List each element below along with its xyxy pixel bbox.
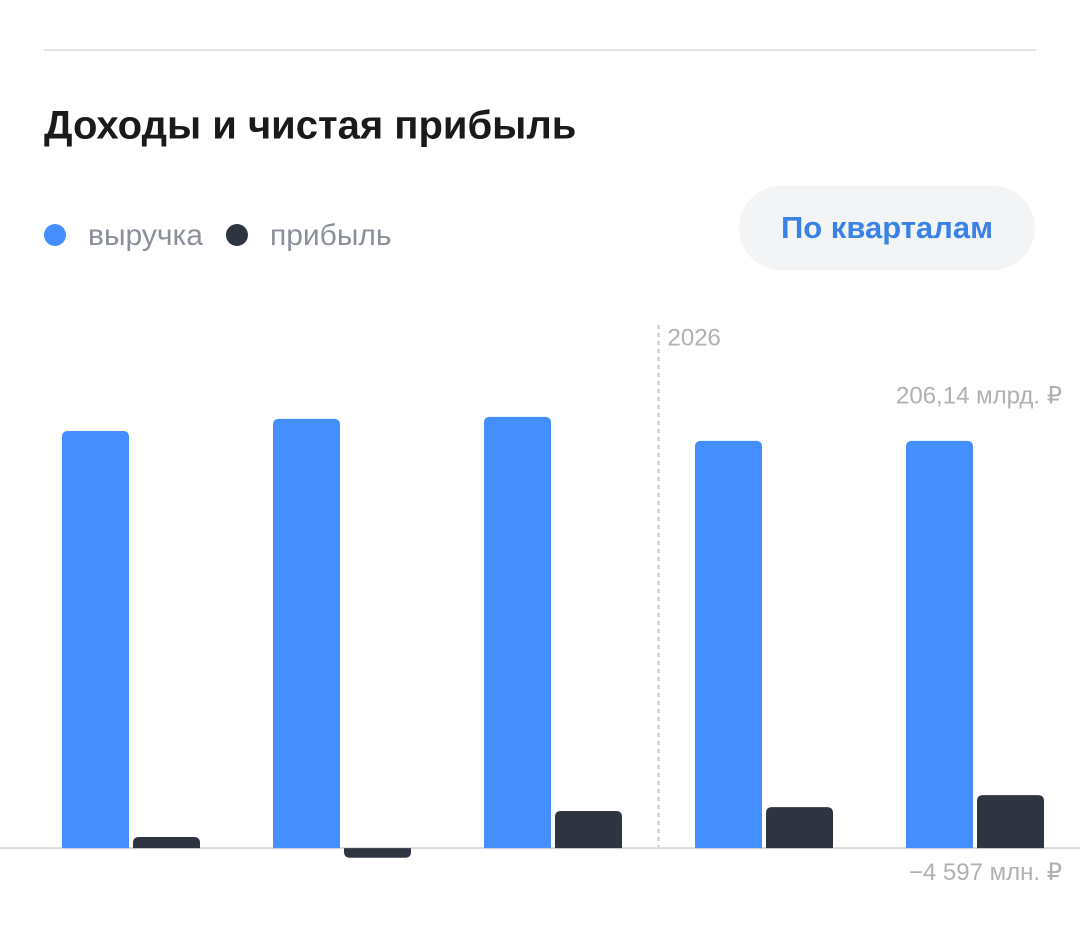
bar bbox=[906, 440, 973, 849]
bar bbox=[695, 440, 762, 849]
value-annotation: −4 597 млн. ₽ bbox=[909, 859, 1062, 886]
legend-label: выручка bbox=[88, 219, 203, 252]
bar bbox=[273, 418, 340, 849]
chart-title: Доходы и чистая прибыль bbox=[44, 104, 576, 148]
legend-dot bbox=[44, 224, 66, 246]
legend-label: прибыль bbox=[270, 219, 392, 252]
period-button[interactable]: По кварталам bbox=[739, 186, 1035, 270]
bar bbox=[133, 836, 200, 849]
button-label[interactable]: По кварталам bbox=[781, 210, 993, 245]
bar bbox=[344, 848, 411, 858]
bar bbox=[484, 416, 551, 849]
bar bbox=[555, 811, 622, 849]
year-label: 2026 bbox=[668, 324, 721, 351]
button-bg[interactable] bbox=[739, 186, 1035, 270]
value-annotation: 206,14 млрд. ₽ bbox=[896, 382, 1062, 409]
bar bbox=[766, 807, 833, 849]
bar bbox=[977, 795, 1044, 849]
bar bbox=[62, 431, 129, 849]
legend-dot bbox=[225, 224, 248, 246]
